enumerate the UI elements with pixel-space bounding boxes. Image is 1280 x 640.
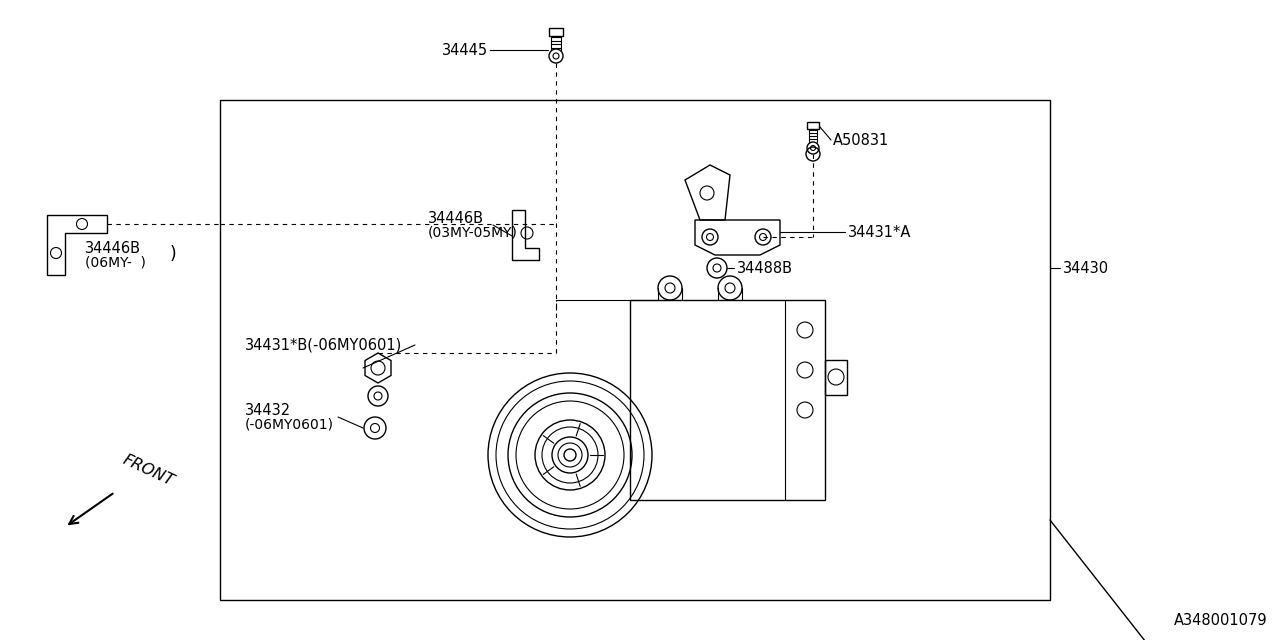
Text: 34432: 34432 [244, 403, 291, 417]
Text: (-06MY0601): (-06MY0601) [244, 417, 334, 431]
Text: 34430: 34430 [1062, 260, 1110, 275]
Text: FRONT: FRONT [120, 452, 175, 489]
Text: (06MY-  ): (06MY- ) [84, 255, 146, 269]
Text: 34445: 34445 [442, 42, 488, 58]
Text: 34446B: 34446B [84, 241, 141, 255]
Text: 34431*B(-06MY0601): 34431*B(-06MY0601) [244, 337, 402, 353]
Bar [806, 122, 819, 129]
Text: A348001079: A348001079 [1174, 613, 1268, 628]
Text: 34431*A: 34431*A [849, 225, 911, 239]
Bar [549, 28, 563, 36]
Text: A50831: A50831 [833, 132, 890, 147]
Text: 34488B: 34488B [737, 260, 794, 275]
Bar [826, 360, 847, 395]
Bar [630, 300, 826, 500]
Bar [220, 100, 1050, 600]
Text: (03MY-05MY): (03MY-05MY) [428, 225, 518, 239]
Text: ): ) [170, 245, 177, 263]
Text: 34446B: 34446B [428, 211, 484, 225]
